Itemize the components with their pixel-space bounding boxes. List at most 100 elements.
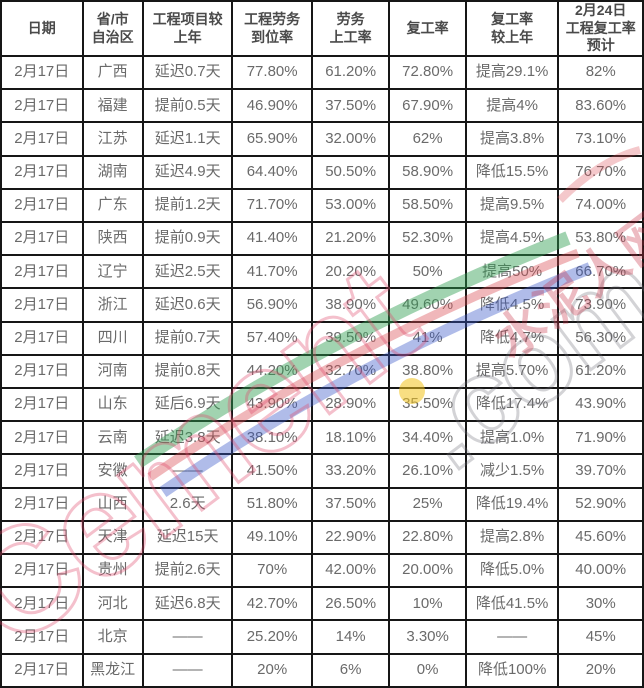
cell: 67.90% [388,88,467,124]
cell: 2月17日 [0,121,84,157]
cell: 61.20% [310,54,391,91]
table-row: 2月17日 贵州 提前2.6天 70% 42.00% 20.00% 降低5.0% 40.00% [0,553,644,589]
cell: 52.90% [557,486,644,522]
cell: 提前2.6天 [141,553,234,589]
table-row: 2月17日 福建 提前0.5天 46.90% 37.50% 67.90% 提高4% 83.60… [0,88,644,124]
cell: 74.00% [557,187,644,224]
cell: 2月17日 [0,586,84,622]
cell: 73.10% [557,121,644,157]
cell: —— [141,619,234,655]
cell: 2月17日 [0,154,84,190]
cell: 2月17日 [0,187,84,224]
cell: 2月17日 [0,486,84,522]
table-row: 2月17日 天津 延迟15天 49.10% 22.90% 22.80% 提高2.8% 45.6… [0,519,644,556]
cell: 38.10% [231,420,313,456]
column-header: 复工率 [388,0,467,57]
cell: 25% [388,486,467,522]
cell: 2月17日 [0,320,84,356]
cell: 64.40% [231,154,313,190]
cell: 43.90% [231,387,313,423]
cell: 22.90% [310,519,391,556]
cell: 72.80% [388,54,467,91]
cell: 福建 [81,88,144,124]
table-row: 2月17日 江苏 延迟1.1天 65.90% 32.00% 62% 提高3.8% 73.10% [0,121,644,157]
cell: 提前0.5天 [141,88,234,124]
cell: 53.80% [557,221,644,257]
cell: 2月17日 [0,420,84,456]
cell: 65.90% [231,121,313,157]
cell: 49.60% [388,287,467,323]
cell: 66.70% [557,254,644,290]
cell: 降低15.5% [464,154,560,190]
cell: 广东 [81,187,144,224]
cell: 82% [557,54,644,91]
cell: —— [464,619,560,655]
cell: 降低100% [464,652,560,688]
cell: 33.20% [310,453,391,489]
cell: 2月17日 [0,519,84,556]
cell: 2月17日 [0,88,84,124]
cell: 北京 [81,619,144,655]
cell: 减少1.5% [464,453,560,489]
cell: 提高2.8% [464,519,560,556]
table-row: 2月17日 辽宁 延迟2.5天 41.70% 20.20% 50% 提高50% 66.70% [0,254,644,290]
cell: 58.50% [388,187,467,224]
cell: 28.90% [310,387,391,423]
cell: 37.50% [310,486,391,522]
table-row: 2月17日 广东 提前1.2天 71.70% 53.00% 58.50% 提高9.5% 74.… [0,187,644,224]
cell: 53.00% [310,187,391,224]
cell: 陕西 [81,221,144,257]
cell: 22.80% [388,519,467,556]
cell: 2月17日 [0,287,84,323]
cell: 降低4.7% [464,320,560,356]
cell: 52.30% [388,221,467,257]
cell: 71.90% [557,420,644,456]
table-row: 2月17日 广西 延迟0.7天 77.80% 61.20% 72.80% 提高29.1% 82… [0,54,644,91]
cell: 77.80% [231,54,313,91]
cell: 45% [557,619,644,655]
table-row: 2月17日 河南 提前0.8天 44.20% 32.70% 38.80% 提高5.70% 61… [0,353,644,390]
cell: 延迟4.9天 [141,154,234,190]
cell: 云南 [81,420,144,456]
cell: 6% [310,652,391,688]
cell: 73.90% [557,287,644,323]
cell: 44.20% [231,353,313,390]
cell: 46.90% [231,88,313,124]
cell: 浙江 [81,287,144,323]
cell: 50.50% [310,154,391,190]
cell: 21.20% [310,221,391,257]
cell: —— [141,652,234,688]
table-row: 2月17日 安徽 —— 41.50% 33.20% 26.10% 减少1.5% 39.70% [0,453,644,489]
cell: 提高1.0% [464,420,560,456]
cell: 降低19.4% [464,486,560,522]
cell: 56.30% [557,320,644,356]
cell: 提前0.9天 [141,221,234,257]
cell: 10% [388,586,467,622]
cell: 延迟2.5天 [141,254,234,290]
column-header: 日期 [0,0,84,57]
cell: 38.90% [310,287,391,323]
cell: 江苏 [81,121,144,157]
cell: 57.40% [231,320,313,356]
table-row: 2月17日 云南 延迟3.8天 38.10% 18.10% 34.40% 提高1.0% 71.… [0,420,644,456]
table-row: 2月17日 陕西 提前0.9天 41.40% 21.20% 52.30% 提高4.5% 53.… [0,221,644,257]
cell: 山东 [81,387,144,423]
cell: 2月17日 [0,453,84,489]
cell: 26.50% [310,586,391,622]
cell: 49.10% [231,519,313,556]
cell: 2月17日 [0,254,84,290]
cell: 50% [388,254,467,290]
cell: 43.90% [557,387,644,423]
cell: 35.50% [388,387,467,423]
cell: 39.70% [557,453,644,489]
column-header: 省/市 自治区 [81,0,144,57]
cell: 20% [557,652,644,688]
cell: 20.00% [388,553,467,589]
cell: 提高29.1% [464,54,560,91]
cell: 0% [388,652,467,688]
cell: 延迟15天 [141,519,234,556]
cell: 山西 [81,486,144,522]
cell: 提前0.7天 [141,320,234,356]
cell: 降低17.4% [464,387,560,423]
